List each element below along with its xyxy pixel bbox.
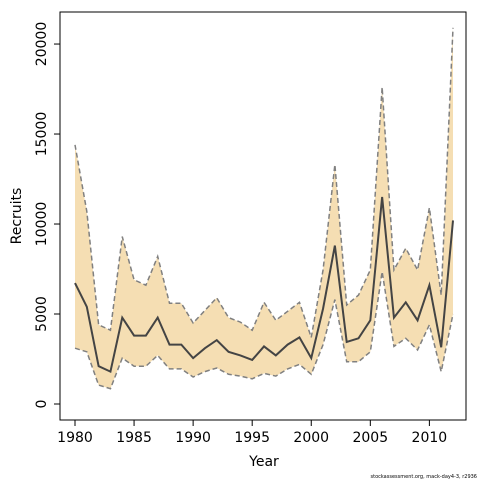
y-tick-label: 20000 bbox=[34, 22, 50, 67]
x-tick-label: 1985 bbox=[116, 430, 152, 446]
confidence-band bbox=[75, 27, 454, 389]
x-axis-label: Year bbox=[248, 454, 279, 470]
upper-bound bbox=[74, 27, 454, 338]
x-tick-label: 2005 bbox=[352, 430, 388, 446]
x-tick-label: 2010 bbox=[412, 430, 448, 446]
y-tick-label: 10000 bbox=[34, 202, 50, 247]
y-axis-label: Recruits bbox=[9, 188, 25, 245]
lower-bound bbox=[74, 271, 454, 390]
y-tick-label: 5000 bbox=[34, 296, 50, 332]
x-tick-label: 1995 bbox=[234, 430, 270, 446]
y-tick-label: 15000 bbox=[34, 112, 50, 157]
x-tick-label: 1980 bbox=[57, 430, 93, 446]
y-tick-label: 0 bbox=[34, 400, 50, 409]
x-tick-label: 2000 bbox=[293, 430, 329, 446]
plot-frame bbox=[59, 11, 467, 421]
estimate-line bbox=[74, 196, 455, 374]
x-tick-label: 1990 bbox=[175, 430, 211, 446]
footnote: stockassessment.org, mack-day4-3, r2936 bbox=[371, 474, 478, 480]
